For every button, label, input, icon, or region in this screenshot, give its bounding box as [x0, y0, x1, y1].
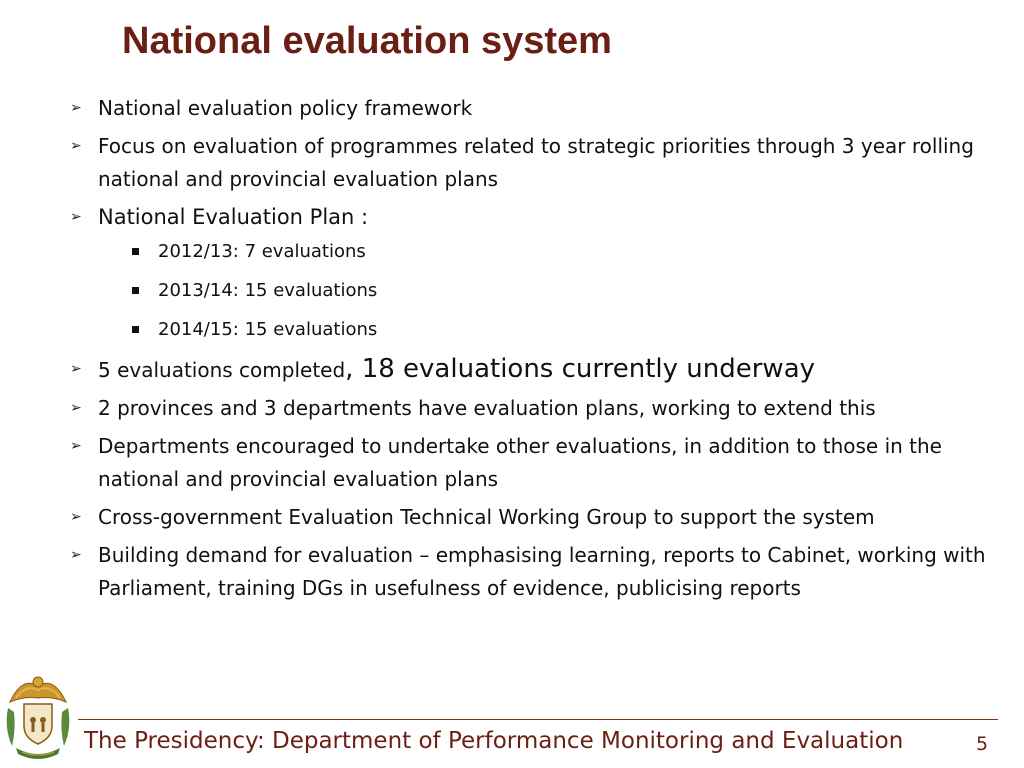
bullet-text: 5 evaluations completed — [98, 358, 346, 382]
arrowhead-icon: ➢ — [70, 138, 82, 154]
square-icon — [132, 248, 139, 255]
bullet-item: ➢ 2 provinces and 3 departments have eva… — [68, 392, 1003, 425]
bullet-item: ➢ National Evaluation Plan : 2012/13: 7 … — [68, 201, 1003, 346]
bullet-item: ➢ National evaluation policy framework — [68, 92, 1003, 125]
page-number: 5 — [976, 733, 989, 755]
bullet-text: Departments encouraged to undertake othe… — [98, 434, 942, 491]
bullet-list: ➢ National evaluation policy framework ➢… — [68, 92, 1003, 610]
coat-of-arms-icon — [6, 676, 70, 759]
arrowhead-icon: ➢ — [70, 547, 82, 563]
arrowhead-icon: ➢ — [70, 100, 82, 116]
bullet-item: ➢ Focus on evaluation of programmes rela… — [68, 130, 1003, 196]
bullet-text-emphasis: , 18 evaluations currently underway — [345, 354, 816, 384]
footer-divider — [78, 719, 998, 720]
slide-title: National evaluation system — [122, 20, 612, 62]
square-icon — [132, 326, 139, 333]
arrowhead-icon: ➢ — [70, 400, 82, 416]
sub-bullet-list: 2012/13: 7 evaluations 2013/14: 15 evalu… — [98, 236, 1003, 346]
arrowhead-icon: ➢ — [70, 209, 82, 225]
arrowhead-icon: ➢ — [70, 361, 82, 377]
bullet-text: 2 provinces and 3 departments have evalu… — [98, 396, 876, 420]
arrowhead-icon: ➢ — [70, 509, 82, 525]
bullet-text: Cross-government Evaluation Technical Wo… — [98, 505, 875, 529]
sub-bullet-item: 2014/15: 15 evaluations — [128, 314, 1003, 346]
arrowhead-icon: ➢ — [70, 438, 82, 454]
bullet-text: Building demand for evaluation – emphasi… — [98, 543, 986, 600]
bullet-text: National evaluation policy framework — [98, 96, 473, 120]
square-icon — [132, 287, 139, 294]
sub-bullet-text: 2012/13: 7 evaluations — [158, 241, 366, 262]
footer-text: The Presidency: Department of Performanc… — [84, 728, 904, 754]
sub-bullet-item: 2013/14: 15 evaluations — [128, 275, 1003, 307]
bullet-item: ➢ 5 evaluations completed, 18 evaluation… — [68, 353, 1003, 387]
sub-bullet-item: 2012/13: 7 evaluations — [128, 236, 1003, 268]
bullet-item: ➢ Departments encouraged to undertake ot… — [68, 430, 1003, 496]
sub-bullet-text: 2014/15: 15 evaluations — [158, 319, 378, 340]
bullet-text: Focus on evaluation of programmes relate… — [98, 134, 974, 191]
sub-bullet-text: 2013/14: 15 evaluations — [158, 280, 378, 301]
bullet-item: ➢ Building demand for evaluation – empha… — [68, 539, 1003, 605]
bullet-text: National Evaluation Plan : — [98, 205, 369, 229]
bullet-item: ➢ Cross-government Evaluation Technical … — [68, 501, 1003, 534]
